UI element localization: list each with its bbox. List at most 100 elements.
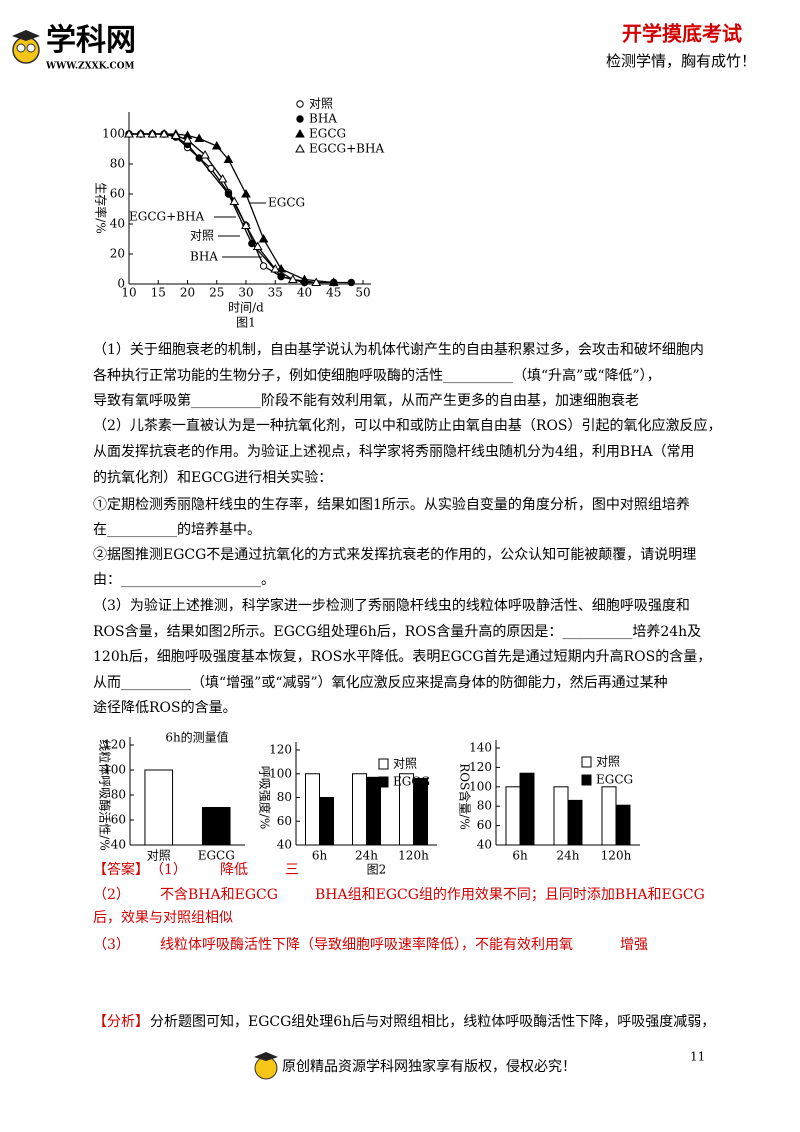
y-tick-label: 80: [477, 799, 492, 813]
answer-continuation: 后，效果与对照组相似: [93, 910, 233, 926]
annotation: BHA: [190, 250, 218, 264]
analysis-text: 分析题图可知，EGCG组处理6h后与对照组相比，线粒体呼吸酶活性下降，呼吸强度减…: [150, 1013, 715, 1030]
annotation: EGCG: [268, 196, 305, 210]
y-tick-label: 100: [103, 763, 126, 777]
x-axis-label: 时间/d: [228, 301, 264, 315]
answer-part: 增强: [620, 937, 648, 953]
x-tick-label: 6h: [512, 849, 528, 863]
bar: [601, 786, 617, 846]
bar: [615, 804, 631, 846]
legend-marker: [295, 128, 305, 138]
page-number: 11: [690, 1050, 705, 1064]
marker: [258, 233, 269, 243]
marker: [241, 188, 251, 198]
marker: [200, 149, 210, 159]
y-axis-label: 生存率/%: [94, 182, 109, 233]
bar: [144, 769, 174, 846]
marker: [229, 196, 240, 205]
site: WWW.ZXXK.COM: [45, 62, 135, 72]
body-line: 的抗氧化剂）和EGCG进行相关实验：: [93, 470, 332, 486]
caption: 图2: [367, 863, 387, 877]
y-axis-label: ROS含量/%: [458, 763, 473, 830]
body-line: ①定期检测秀丽隐杆线虫的生存率，结果如图1所示。从实验自变量的角度分析，图中对照…: [93, 496, 690, 513]
legend-swatch: [581, 756, 592, 768]
legend-swatch: [378, 758, 389, 770]
body-line: 由：____________________。: [93, 572, 275, 588]
y-tick-label: 40: [277, 838, 292, 852]
marker: [194, 133, 205, 142]
logo: 学科网: [46, 23, 136, 58]
x-tick-label: 24h: [557, 849, 580, 863]
footer-icon: [254, 1052, 278, 1080]
answer-part: 线粒体呼吸酶活性下降（导致细胞呼吸速率降低），不能有效利用氧: [160, 936, 573, 953]
x-tick-label: 25: [209, 286, 224, 300]
answer-part: 降低: [220, 862, 248, 878]
footer: 原创精品资源学科网独家享有版权，侵权必究！: [282, 1058, 576, 1075]
body-line: ROS含量，结果如图2所示。EGCG组处理6h后，ROS含量升高的原因是：___…: [93, 623, 701, 640]
y-tick-label: 80: [110, 157, 125, 171]
marker: [124, 128, 134, 138]
answer-part: BHA组和EGCG组的作用效果不同；且同时添加BHA和EGCG: [315, 887, 705, 903]
legend-marker: [296, 115, 304, 123]
x-tick-label: 35: [268, 286, 283, 300]
y-tick-label: 80: [111, 788, 126, 802]
x-tick-label: 40: [297, 286, 312, 300]
bar: [567, 799, 583, 846]
annotation: EGCG+BHA: [129, 210, 204, 224]
answer-item-label: （3）: [93, 937, 130, 953]
marker: [170, 130, 181, 139]
marker: [182, 134, 193, 144]
y-tick-label: 140: [469, 741, 492, 755]
y-tick-label: 60: [277, 814, 292, 828]
y-tick-label: 0: [117, 277, 125, 291]
body-line: ②据图推测EGCG不是通过抗氧化的方式来发挥抗衰老的作用的，公众认知可能被颠覆，…: [93, 546, 696, 563]
y-tick-label: 40: [477, 838, 492, 852]
marker: [211, 140, 222, 150]
body-line: （2）儿茶素一直被认为是一种抗氧化剂，可以中和或防止由氧自由基（ROS）引起的氧…: [93, 417, 722, 434]
marker: [159, 128, 169, 138]
y-tick-label: 100: [469, 779, 492, 793]
legend-marker: [296, 100, 304, 108]
legend-label: EGCG+BHA: [309, 142, 384, 156]
answer-item-label: （1）: [150, 862, 187, 878]
x-tick-label: 15: [151, 286, 166, 300]
answer-label: 【答案】: [93, 861, 149, 878]
x-tick-label: 30: [238, 286, 253, 300]
body-line: 在__________的培养基中。: [93, 521, 261, 538]
y-tick-label: 100: [102, 127, 125, 141]
legend-label: 对照: [596, 755, 620, 769]
caption: 图1: [236, 316, 256, 330]
answer-part: 不含BHA和EGCG: [160, 887, 278, 903]
marker: [223, 154, 234, 163]
marker: [259, 262, 268, 270]
logo-icon: [12, 30, 40, 64]
slogan: 检测学情，胸有成竹！: [606, 52, 756, 70]
header-title: 开学摸底考试: [622, 22, 742, 46]
legend-swatch: [378, 776, 389, 788]
y-tick-label: 100: [269, 766, 292, 780]
marker: [147, 128, 158, 138]
x-tick-label: 24h: [355, 849, 378, 863]
y-tick-label: 120: [269, 743, 292, 757]
y-tick-label: 120: [469, 760, 492, 774]
bar: [505, 786, 521, 846]
legend-marker: [295, 143, 305, 153]
body-line: （1）关于细胞衰老的机制，自由基学说认为机体代谢产生的自由基积累过多，会攻击和破…: [93, 341, 704, 358]
legend-label: EGCG: [309, 127, 346, 141]
body-line: 导致有氧呼吸第__________阶段不能有效利用氧，从而产生更多的自由基，加速…: [93, 392, 639, 409]
y-tick-label: 40: [111, 838, 126, 852]
answer-item-label: （2）: [93, 887, 130, 903]
bar: [201, 807, 231, 846]
marker: [135, 128, 146, 138]
body-line: 从面发挥抗衰老的作用。为验证上述视点，科学家将秀丽隐杆线虫随机分为4组，利用BH…: [93, 443, 695, 460]
y-axis-label: 呼吸强度/%: [258, 766, 273, 829]
marker: [347, 278, 355, 287]
body-line: 120h后，细胞呼吸强度基本恢复，ROS水平降低。表明EGCG首先是通过短期内升…: [93, 648, 711, 665]
x-tick-label: 120h: [398, 849, 429, 863]
annotation: 对照: [190, 229, 214, 243]
bar: [352, 773, 367, 846]
marker: [277, 272, 285, 281]
y-tick-label: 40: [110, 217, 125, 231]
chart-title: 6h的测量值: [165, 730, 228, 745]
